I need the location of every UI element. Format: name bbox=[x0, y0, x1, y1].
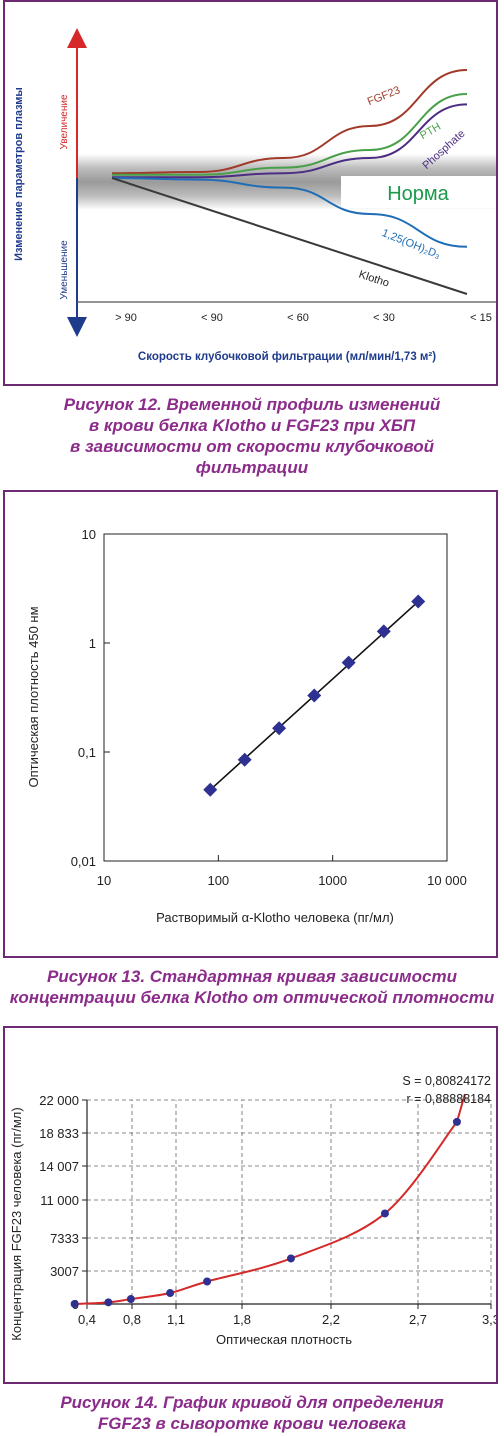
figure-13-chart: 10 100 1000 10 000 0,01 0,1 1 10 Оптическая пло… bbox=[26, 527, 467, 925]
series-label-fgf23: FGF23 bbox=[366, 84, 402, 108]
y-tick-2: 0,1 bbox=[78, 745, 96, 760]
x-tick-4: 10 000 bbox=[427, 873, 467, 888]
series-label-pth: PTH bbox=[418, 121, 443, 142]
x-tick-2: 0,8 bbox=[123, 1312, 141, 1327]
y-down-label: Уменьшение bbox=[59, 240, 70, 300]
figure-12-panel: Норма Увеличение Уменьшение Изменение па… bbox=[3, 0, 504, 386]
data-point-7 bbox=[380, 1209, 389, 1218]
y-tick-1: 0,01 bbox=[71, 854, 96, 869]
data-point-4 bbox=[166, 1289, 175, 1298]
y-axis-title: Концентрация FGF23 человека (пг/мл) bbox=[9, 1107, 24, 1340]
data-point-3 bbox=[126, 1295, 135, 1304]
stat-s: S = 0,80824172 bbox=[402, 1074, 491, 1088]
data-point-1 bbox=[70, 1300, 79, 1308]
data-point-2 bbox=[104, 1298, 113, 1307]
y-axis-title: Изменение параметров плазмы bbox=[13, 87, 25, 261]
data-point-8 bbox=[452, 1117, 461, 1126]
norm-label-box bbox=[341, 176, 497, 208]
y-tick-5: 14 007 bbox=[39, 1159, 79, 1174]
y-tick-4: 11 000 bbox=[40, 1193, 79, 1208]
caption-fig14-line-2: FGF23 в сыворотке крови человека bbox=[97, 1414, 407, 1433]
series-line-phosphate bbox=[112, 103, 468, 179]
x-axis-title: Растворимый α-Klotho человека (пг/мл) bbox=[156, 910, 394, 925]
x-tick-3: 1000 bbox=[318, 873, 347, 888]
y-up-label: Увеличение bbox=[59, 94, 70, 150]
y-tick-3: 1 bbox=[89, 636, 96, 651]
figure-13-panel: 10 100 1000 10 000 0,01 0,1 1 10 Оптическая пло… bbox=[3, 490, 498, 958]
x-tick-5: 2,2 bbox=[322, 1312, 340, 1327]
data-point-6 bbox=[286, 1254, 295, 1263]
y-tick-2: 3007 bbox=[50, 1264, 79, 1279]
data-points bbox=[203, 594, 426, 797]
y-tick-3: 7333 bbox=[50, 1231, 79, 1246]
data-point-3 bbox=[272, 721, 287, 736]
x-tick-2: < 90 bbox=[201, 312, 223, 324]
data-point-5 bbox=[203, 1277, 212, 1286]
series-line-pth bbox=[111, 93, 468, 176]
series-line-1-25-oh-d bbox=[111, 177, 468, 248]
data-point-1 bbox=[203, 782, 218, 797]
caption-fig14: Рисунок 14. График кривой для определени… bbox=[0, 1392, 504, 1434]
caption-fig13-line-2: концентрации белка Klotho от оптической … bbox=[9, 988, 495, 1007]
axis-ticks: 10 100 1000 10 000 0,01 0,1 1 10 bbox=[71, 527, 467, 888]
stat-r: r = 0,88888184 bbox=[407, 1092, 491, 1106]
data-point-2 bbox=[237, 752, 252, 767]
x-tick-1: > 90 bbox=[115, 312, 137, 324]
x-tick-5: < 15 bbox=[470, 312, 492, 324]
series-line-klotho bbox=[111, 177, 468, 295]
series-lines bbox=[111, 69, 468, 295]
caption-fig13-line-1: Рисунок 13. Стандартная кривая зависимос… bbox=[47, 967, 457, 986]
data-point-7 bbox=[411, 594, 426, 609]
caption-fig12-line-4: фильтрации bbox=[195, 458, 309, 477]
caption-fig12-line-3: в зависимости от скорости клубочковой bbox=[69, 437, 434, 456]
data-point-6 bbox=[376, 624, 391, 639]
caption-fig13: Рисунок 13. Стандартная кривая зависимос… bbox=[0, 966, 504, 1008]
x-tick-7: 3,3 bbox=[482, 1312, 496, 1327]
data-point-4 bbox=[307, 688, 322, 703]
data-points bbox=[70, 1117, 461, 1308]
x-tick-4: 1,8 bbox=[233, 1312, 251, 1327]
x-tick-4: < 30 bbox=[373, 312, 395, 324]
x-tick-1: 0,4 bbox=[78, 1312, 96, 1327]
y-tick-7: 22 000 bbox=[39, 1093, 79, 1108]
caption-fig14-line-1: Рисунок 14. График кривой для определени… bbox=[60, 1393, 444, 1412]
caption-fig12-line-2: в крови белка Klotho и FGF23 при ХБП bbox=[88, 416, 416, 435]
series-label-klotho: Klotho bbox=[357, 269, 390, 290]
y-tick-4: 10 bbox=[82, 527, 96, 542]
series-label-1-25-oh-d: 1,25(OH)₂D₃ bbox=[380, 227, 442, 261]
plot-frame bbox=[103, 533, 448, 862]
x-tick-1: 10 bbox=[97, 873, 111, 888]
x-axis-title: Скорость клубочковой фильтрации (мл/мин/… bbox=[138, 351, 436, 363]
x-tick-labels: > 90 < 90 < 60 < 30 < 15 bbox=[115, 312, 492, 324]
data-point-5 bbox=[341, 655, 356, 670]
norm-label: Норма bbox=[387, 183, 449, 205]
x-axis-title: Оптическая плотность bbox=[216, 1332, 352, 1347]
caption-fig12: Рисунок 12. Временной профиль изменений … bbox=[0, 394, 504, 478]
y-tick-6: 18 833 bbox=[39, 1126, 79, 1141]
x-tick-3: 1,1 bbox=[167, 1312, 185, 1327]
series-line-fgf23 bbox=[111, 69, 468, 175]
fit-curve bbox=[74, 1093, 466, 1305]
x-tick-3: < 60 bbox=[287, 312, 309, 324]
x-tick-2: 100 bbox=[207, 873, 229, 888]
caption-fig12-line-1: Рисунок 12. Временной профиль изменений bbox=[63, 395, 441, 414]
figure-12-chart: Норма Увеличение Уменьшение Изменение па… bbox=[13, 28, 504, 363]
y-axis-title: Оптическая плотность 450 нм bbox=[26, 606, 41, 787]
x-tick-6: 2,7 bbox=[409, 1312, 427, 1327]
